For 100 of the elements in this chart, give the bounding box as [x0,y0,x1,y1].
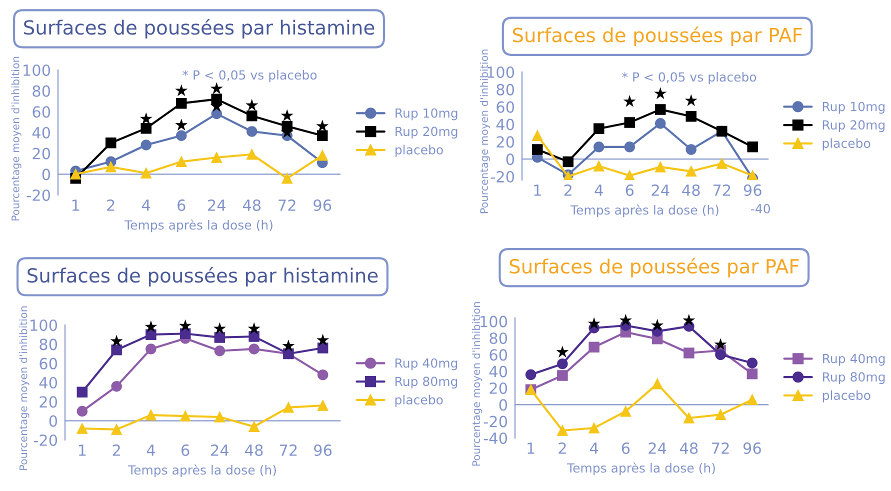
x-tick-label: 6 [622,442,630,454]
y-tick-label: -20 [490,170,514,183]
y-tick-label: 60 [32,106,50,118]
y-tick-label: 100 [30,319,58,332]
point [747,142,758,152]
point [317,400,328,411]
x-tick-label: 24 [648,442,666,454]
x-tick-label: 2 [564,184,572,196]
x-tick-label: 96 [314,444,332,456]
annotation: * P < 0,05 vs placebo [182,70,317,82]
point [105,161,116,172]
x-tick-label: 48 [245,444,263,456]
point [76,386,88,398]
point [654,118,666,129]
point [140,168,152,179]
point [180,328,191,340]
point [746,394,758,406]
x-tick-label: 2 [558,442,566,454]
point [70,168,82,180]
legend-label: placebo [396,144,443,157]
point [105,138,116,148]
x-tick-label: 4 [594,184,603,196]
point [111,380,122,392]
point [214,332,226,343]
point [686,111,697,122]
point [176,130,187,142]
point [111,424,122,435]
point [317,342,328,354]
x-tick-label: 48 [682,184,700,196]
x-tick-label: 6 [178,199,186,211]
y-tick-label: 100 [480,316,508,328]
y-tick-label: 60 [496,101,514,113]
point [176,98,187,109]
y-tick-label: 100 [24,64,50,76]
point [747,170,758,180]
point [746,368,758,380]
y-tick-label: -40 [484,432,508,444]
point [76,406,88,417]
y-tick-label: 40 [496,118,514,130]
point [317,369,328,380]
point [620,406,632,417]
text: -40 [751,204,770,214]
point [180,410,191,422]
x-axis-title: Temps après la dose (h) [566,462,715,476]
y-tick-label: 40 [39,376,58,389]
point [624,170,636,180]
y-tick-label: 40 [32,126,50,139]
x-axis-title: Temps après la dose (h) [124,220,272,232]
point [525,369,536,380]
x-tick-label: 72 [713,184,730,196]
chart-title: Surfaces de poussées par PAF [510,258,799,278]
point [593,160,604,172]
y-tick-label: 20 [32,148,50,160]
point [654,162,666,172]
legend-label: Rup 10mg [396,108,458,120]
point [246,126,258,137]
point [140,140,152,150]
point [248,421,260,432]
point [316,150,328,161]
y-tick-label: 80 [40,338,58,350]
point [746,358,758,368]
point [214,412,226,422]
x-tick-label: 48 [680,442,698,454]
point [557,370,568,381]
point [593,142,604,152]
point [557,358,568,370]
point [211,94,222,105]
point [654,104,666,115]
x-tick-label: 1 [72,200,80,211]
x-axis-title: Temps après la dose (h) [128,464,276,478]
point [652,378,663,390]
point [316,130,328,142]
y-tick-label: 0 [42,168,50,180]
chart-title: Surfaces de poussées par histamine [24,18,374,39]
y-tick-label: 20 [490,382,508,394]
point [176,156,187,168]
x-tick-label: 2 [107,199,114,211]
point [684,348,694,358]
legend-label: placebo [395,394,443,407]
x-tick-label: 72 [278,199,296,211]
x-tick-label: 4 [146,444,155,456]
point [715,349,726,360]
x-tick-label: 1 [534,184,541,196]
point [283,402,294,413]
x-tick-label: 6 [182,444,190,456]
y-tick-label: 20 [496,136,514,148]
x-tick-label: 2 [112,444,120,456]
legend-label: Rup 80mg [823,372,885,384]
y-tick-label: 0 [49,415,58,427]
x-tick-label: 4 [142,200,150,211]
chart-title: Surfaces de poussées par PAF [512,26,802,46]
legend-label: Rup 20mg [822,120,885,132]
y-tick-label: 80 [496,84,514,96]
y-tick-label: 20 [40,396,58,408]
point [624,142,636,152]
y-tick-label: -20 [484,416,508,428]
x-axis-title: Temps après la dose (h) [570,204,718,218]
point [111,344,122,356]
chart-title: Surfaces de poussées par histamine [28,266,378,286]
point [246,110,258,122]
